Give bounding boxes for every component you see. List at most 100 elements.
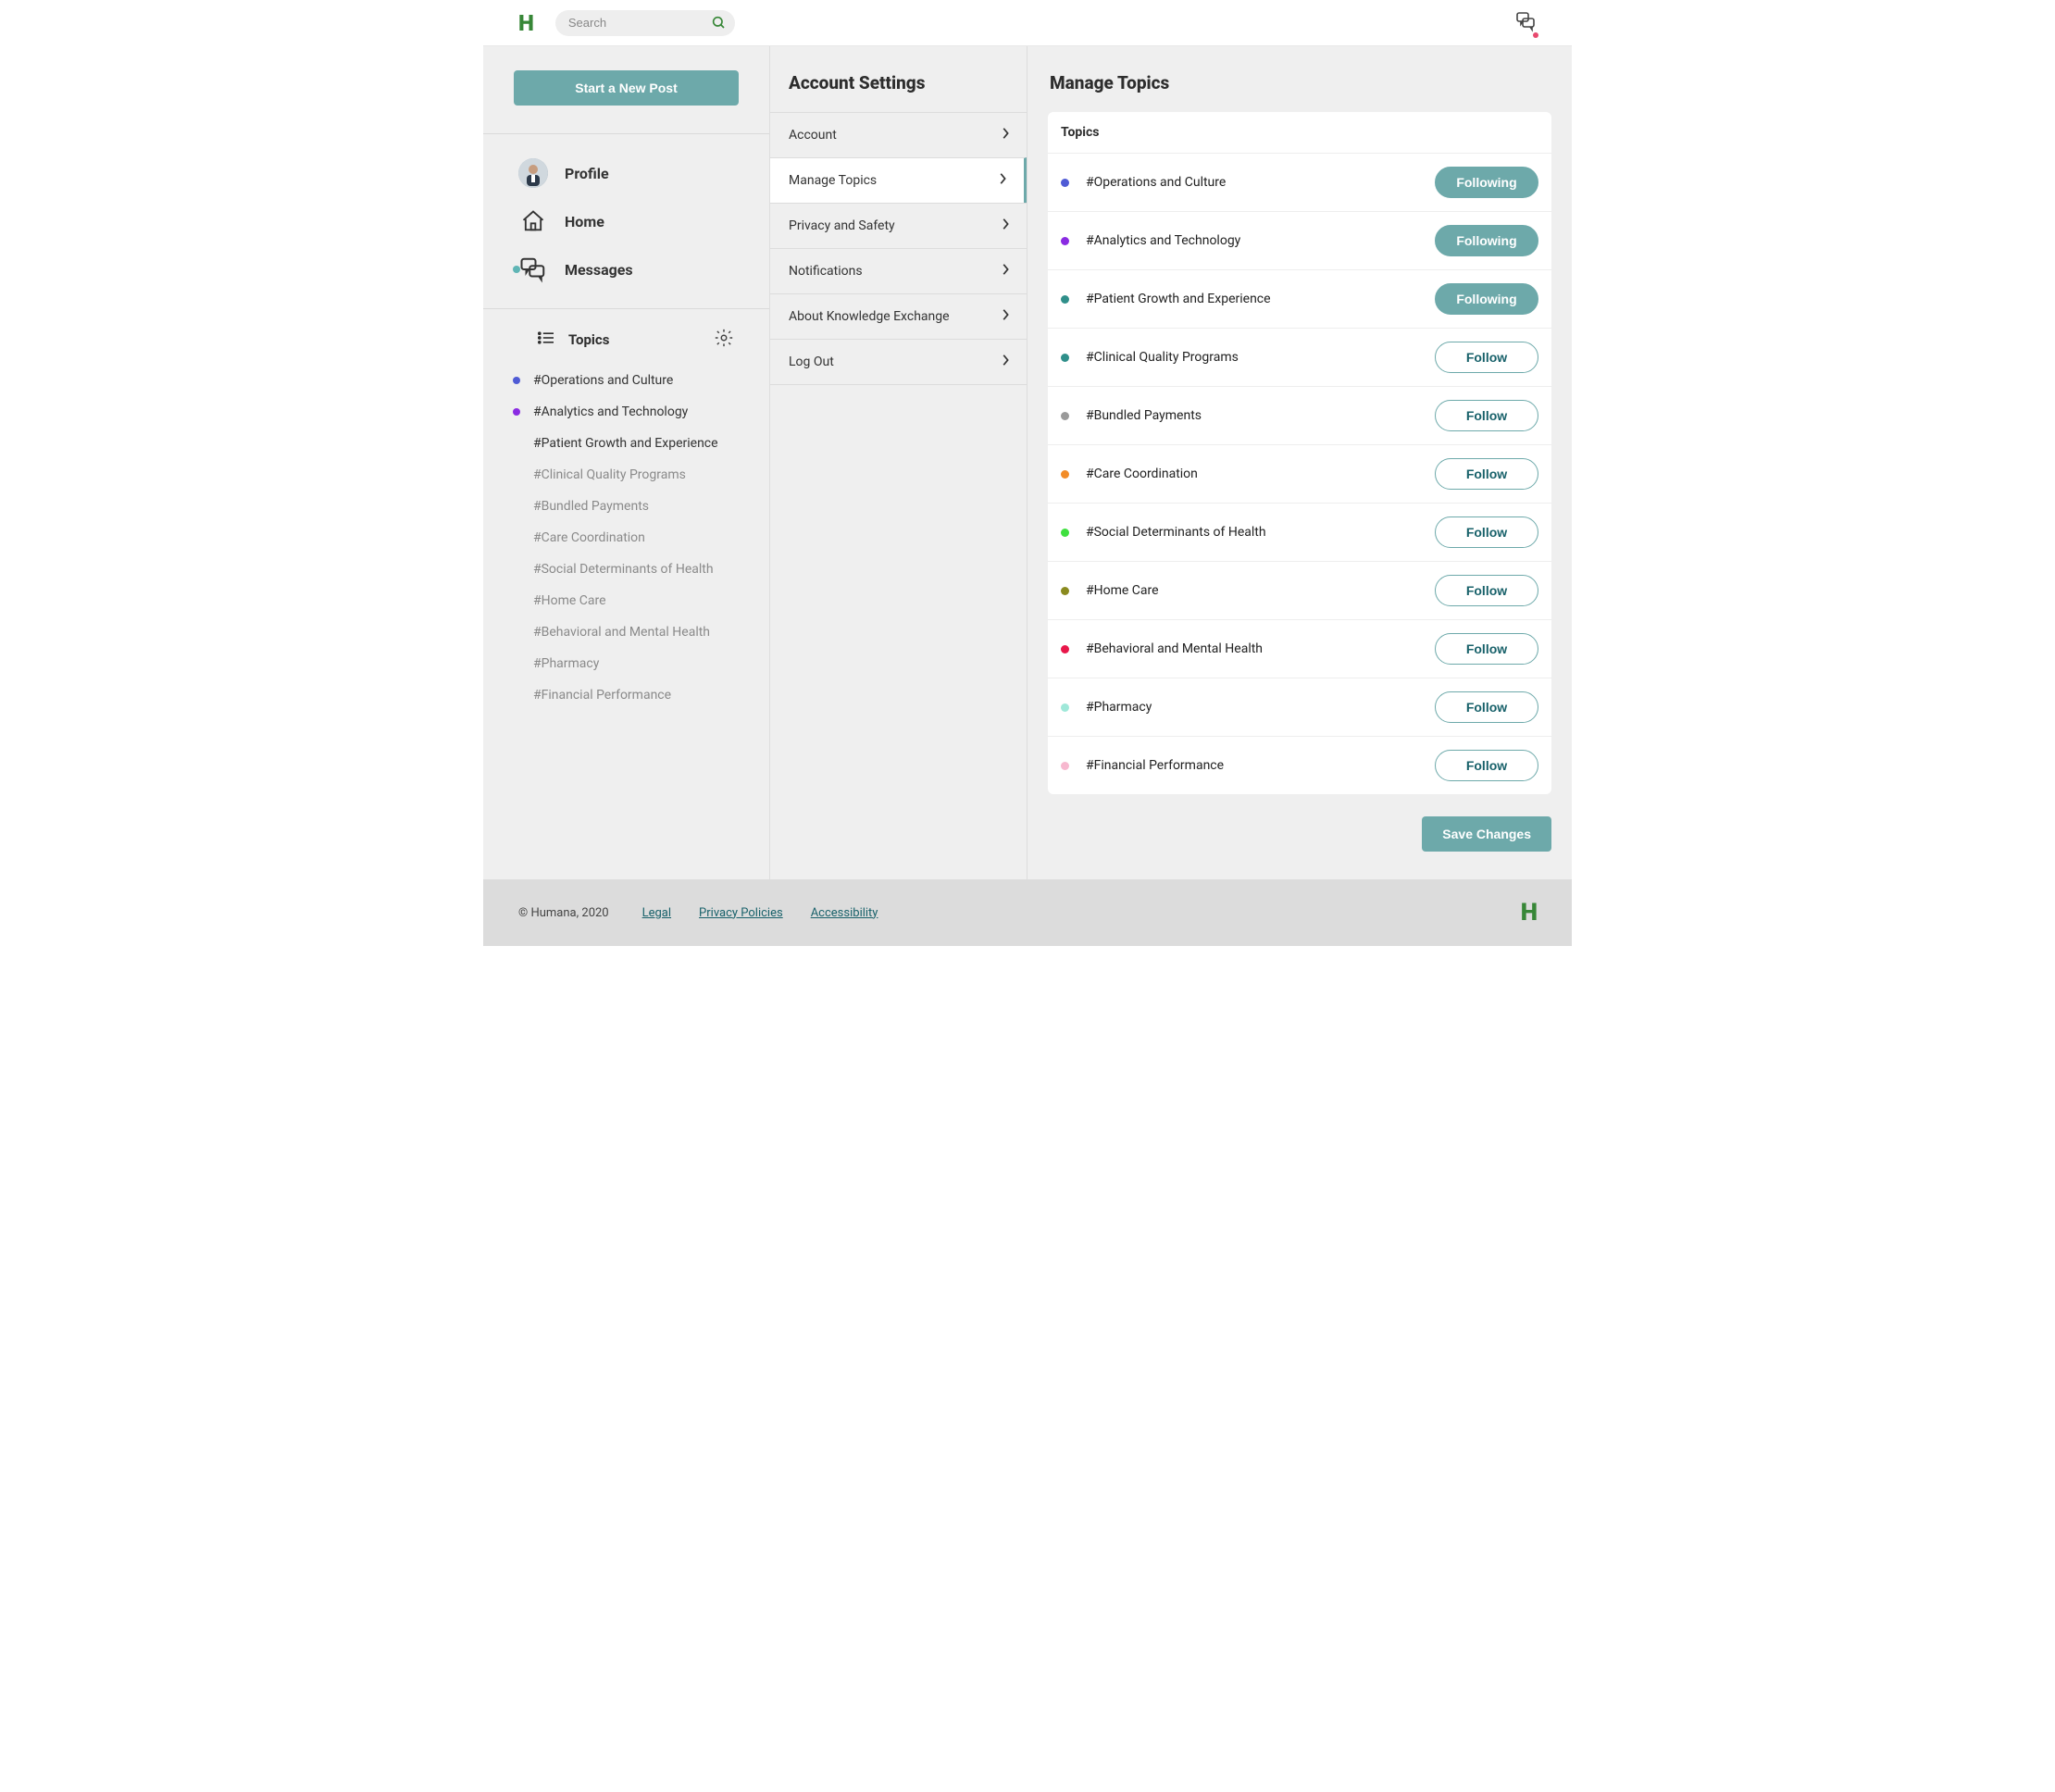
follow-button[interactable]: Follow — [1435, 575, 1538, 606]
topic-label: #Patient Growth and Experience — [1086, 292, 1435, 306]
settings-item[interactable]: Log Out — [770, 339, 1027, 385]
follow-button[interactable]: Follow — [1435, 342, 1538, 373]
sidebar-topic-item[interactable]: #Analytics and Technology — [483, 396, 769, 428]
new-post-button[interactable]: Start a New Post — [514, 70, 739, 106]
topic-label: #Patient Growth and Experience — [533, 436, 718, 451]
sidebar-topic-item[interactable]: #Pharmacy — [483, 648, 769, 679]
settings-item[interactable]: Privacy and Safety — [770, 203, 1027, 248]
sidebar-topic-item[interactable]: #Clinical Quality Programs — [483, 459, 769, 491]
settings-item[interactable]: Account — [770, 112, 1027, 157]
nav-label: Profile — [565, 165, 609, 182]
logo-icon[interactable]: H — [518, 10, 533, 36]
following-button[interactable]: Following — [1435, 283, 1538, 315]
topic-row: #Bundled PaymentsFollow — [1048, 387, 1551, 445]
chevron-right-icon — [998, 172, 1007, 189]
follow-button[interactable]: Follow — [1435, 633, 1538, 665]
save-button[interactable]: Save Changes — [1422, 816, 1551, 852]
content-title: Manage Topics — [1048, 46, 1551, 112]
topics-card: Topics #Operations and CultureFollowing #… — [1048, 112, 1551, 794]
notification-dot — [1533, 32, 1538, 38]
settings-title: Account Settings — [770, 46, 1027, 112]
home-icon — [518, 206, 548, 236]
topic-dot — [1061, 412, 1069, 420]
footer-logo-icon: H — [1521, 899, 1537, 927]
topic-dot — [1061, 762, 1069, 770]
search-icon[interactable] — [711, 15, 726, 33]
topic-label: #Social Determinants of Health — [1086, 525, 1435, 540]
topic-dot — [1061, 529, 1069, 537]
topic-label: #Pharmacy — [533, 656, 599, 671]
topic-row: #PharmacyFollow — [1048, 678, 1551, 737]
list-icon — [537, 330, 555, 349]
topic-label: #Bundled Payments — [533, 499, 649, 514]
settings-item-label: Privacy and Safety — [789, 218, 895, 233]
topic-label: #Pharmacy — [1086, 700, 1435, 715]
footer: © Humana, 2020 Legal Privacy Policies Ac… — [483, 879, 1572, 946]
settings-item[interactable]: Manage Topics — [770, 157, 1027, 203]
footer-link-legal[interactable]: Legal — [642, 906, 671, 920]
sidebar-topic-list: #Operations and Culture #Analytics and Te… — [483, 361, 769, 739]
chevron-right-icon — [1001, 218, 1010, 234]
follow-button[interactable]: Follow — [1435, 516, 1538, 548]
topic-dot — [513, 408, 520, 416]
avatar — [518, 158, 548, 188]
sidebar-left: Start a New Post Profile — [483, 46, 770, 879]
topics-header: Topics — [483, 309, 769, 361]
chevron-right-icon — [1001, 354, 1010, 370]
follow-button[interactable]: Follow — [1435, 750, 1538, 781]
settings-item[interactable]: About Knowledge Exchange — [770, 293, 1027, 339]
status-dot — [513, 266, 520, 273]
settings-item-label: Notifications — [789, 264, 863, 279]
topics-card-header: Topics — [1048, 112, 1551, 154]
topic-label: #Social Determinants of Health — [533, 562, 714, 577]
topic-row: #Patient Growth and ExperienceFollowing — [1048, 270, 1551, 329]
sidebar-topic-item[interactable]: #Patient Growth and Experience — [483, 428, 769, 459]
nav-profile[interactable]: Profile — [483, 149, 769, 197]
sidebar-topic-item[interactable]: #Behavioral and Mental Health — [483, 616, 769, 648]
follow-button[interactable]: Follow — [1435, 400, 1538, 431]
sidebar-topic-item[interactable]: #Financial Performance — [483, 679, 769, 711]
search-input[interactable] — [555, 10, 735, 36]
topic-dot — [1061, 587, 1069, 595]
settings-item-label: Log Out — [789, 355, 834, 369]
nav-home[interactable]: Home — [483, 197, 769, 245]
topic-label: #Analytics and Technology — [533, 404, 688, 419]
nav-label: Messages — [565, 261, 633, 279]
settings-list: AccountManage Topics Privacy and Safety No… — [770, 112, 1027, 385]
topic-row: #Behavioral and Mental HealthFollow — [1048, 620, 1551, 678]
gear-icon[interactable] — [714, 328, 734, 352]
sidebar-topic-item[interactable]: #Social Determinants of Health — [483, 554, 769, 585]
topic-row: #Operations and CultureFollowing — [1048, 154, 1551, 212]
sidebar-topic-item[interactable]: #Care Coordination — [483, 522, 769, 554]
topic-dot — [513, 377, 520, 384]
topic-label: #Home Care — [533, 593, 606, 608]
following-button[interactable]: Following — [1435, 225, 1538, 256]
follow-button[interactable]: Follow — [1435, 691, 1538, 723]
nav-label: Home — [565, 213, 604, 230]
topic-label: #Analytics and Technology — [1086, 233, 1435, 248]
topic-dot — [1061, 703, 1069, 712]
nav-messages[interactable]: Messages — [483, 245, 769, 293]
settings-item[interactable]: Notifications — [770, 248, 1027, 293]
sidebar-topic-item[interactable]: #Bundled Payments — [483, 491, 769, 522]
messages-icon — [518, 255, 548, 284]
sidebar-topic-item[interactable]: #Operations and Culture — [483, 365, 769, 396]
settings-item-label: About Knowledge Exchange — [789, 309, 950, 324]
topic-dot — [1061, 179, 1069, 187]
topic-label: #Behavioral and Mental Health — [1086, 641, 1435, 656]
search-wrap — [555, 10, 735, 36]
follow-button[interactable]: Follow — [1435, 458, 1538, 490]
topic-label: #Home Care — [1086, 583, 1435, 598]
messages-icon[interactable] — [1514, 10, 1537, 36]
chevron-right-icon — [1001, 127, 1010, 143]
topic-label: #Clinical Quality Programs — [533, 467, 686, 482]
topic-label: #Financial Performance — [533, 688, 671, 703]
topic-row: #Home CareFollow — [1048, 562, 1551, 620]
following-button[interactable]: Following — [1435, 167, 1538, 198]
topic-dot — [1061, 470, 1069, 479]
topic-row: #Care CoordinationFollow — [1048, 445, 1551, 504]
footer-link-privacy[interactable]: Privacy Policies — [699, 906, 783, 920]
footer-link-accessibility[interactable]: Accessibility — [811, 906, 878, 920]
topic-label: #Operations and Culture — [533, 373, 673, 388]
sidebar-topic-item[interactable]: #Home Care — [483, 585, 769, 616]
